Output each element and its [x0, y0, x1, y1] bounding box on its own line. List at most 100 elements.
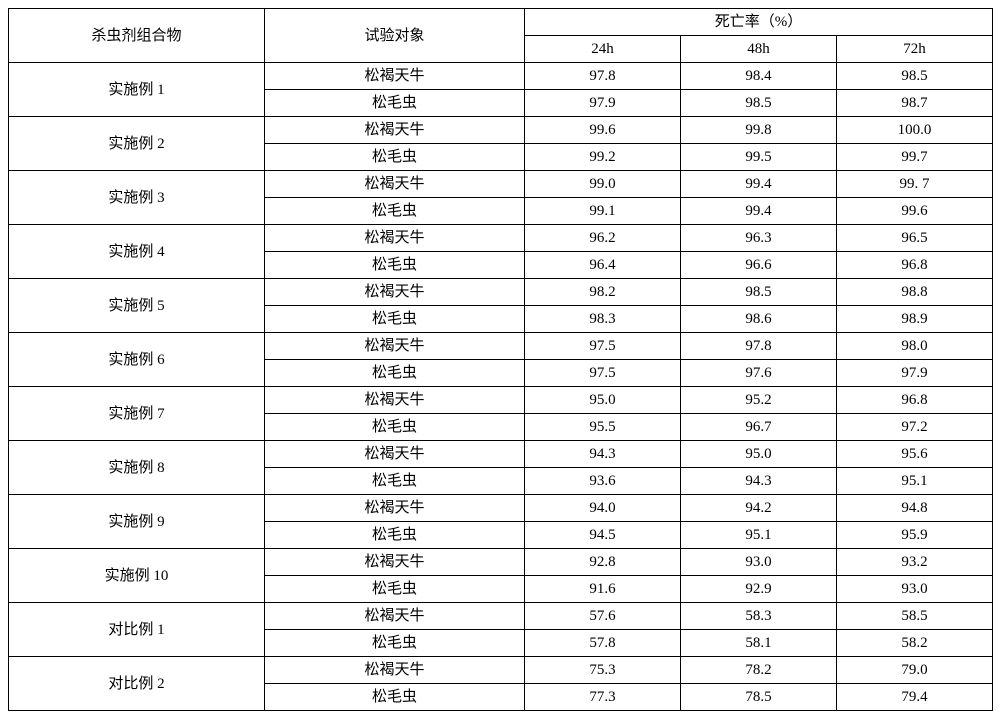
value-cell: 100.0 [837, 117, 993, 144]
value-cell: 96.4 [525, 252, 681, 279]
value-cell: 58.3 [681, 603, 837, 630]
value-cell: 97.5 [525, 360, 681, 387]
composition-cell: 实施例 1 [9, 63, 265, 117]
value-cell: 94.3 [525, 441, 681, 468]
table-row: 实施例 10松褐天牛92.893.093.2 [9, 549, 993, 576]
subject-cell: 松毛虫 [265, 360, 525, 387]
value-cell: 99.7 [837, 144, 993, 171]
value-cell: 91.6 [525, 576, 681, 603]
value-cell: 96.6 [681, 252, 837, 279]
value-cell: 77.3 [525, 684, 681, 711]
composition-cell: 实施例 8 [9, 441, 265, 495]
value-cell: 99.6 [837, 198, 993, 225]
value-cell: 99.8 [681, 117, 837, 144]
value-cell: 94.3 [681, 468, 837, 495]
subject-cell: 松褐天牛 [265, 63, 525, 90]
value-cell: 78.5 [681, 684, 837, 711]
table-row: 实施例 2松褐天牛99.699.8100.0 [9, 117, 993, 144]
value-cell: 98.5 [681, 90, 837, 117]
value-cell: 95.1 [681, 522, 837, 549]
table-row: 实施例 8松褐天牛94.395.095.6 [9, 441, 993, 468]
table-body: 实施例 1松褐天牛97.898.498.5松毛虫97.998.598.7实施例 … [9, 63, 993, 711]
value-cell: 99. 7 [837, 171, 993, 198]
value-cell: 95.1 [837, 468, 993, 495]
table-row: 实施例 5松褐天牛98.298.598.8 [9, 279, 993, 306]
table-row: 实施例 9松褐天牛94.094.294.8 [9, 495, 993, 522]
col-header-24h: 24h [525, 36, 681, 63]
value-cell: 99.5 [681, 144, 837, 171]
value-cell: 96.2 [525, 225, 681, 252]
subject-cell: 松褐天牛 [265, 657, 525, 684]
subject-cell: 松毛虫 [265, 522, 525, 549]
subject-cell: 松褐天牛 [265, 549, 525, 576]
value-cell: 95.5 [525, 414, 681, 441]
value-cell: 98.6 [681, 306, 837, 333]
value-cell: 99.2 [525, 144, 681, 171]
value-cell: 95.0 [681, 441, 837, 468]
value-cell: 94.8 [837, 495, 993, 522]
subject-cell: 松褐天牛 [265, 225, 525, 252]
value-cell: 58.1 [681, 630, 837, 657]
value-cell: 92.8 [525, 549, 681, 576]
value-cell: 96.8 [837, 387, 993, 414]
composition-cell: 实施例 2 [9, 117, 265, 171]
composition-cell: 实施例 10 [9, 549, 265, 603]
value-cell: 93.0 [837, 576, 993, 603]
subject-cell: 松毛虫 [265, 576, 525, 603]
value-cell: 98.0 [837, 333, 993, 360]
subject-cell: 松褐天牛 [265, 117, 525, 144]
subject-cell: 松褐天牛 [265, 441, 525, 468]
subject-cell: 松毛虫 [265, 684, 525, 711]
value-cell: 97.9 [525, 90, 681, 117]
value-cell: 96.5 [837, 225, 993, 252]
value-cell: 98.3 [525, 306, 681, 333]
composition-cell: 对比例 1 [9, 603, 265, 657]
value-cell: 75.3 [525, 657, 681, 684]
value-cell: 98.5 [681, 279, 837, 306]
value-cell: 97.9 [837, 360, 993, 387]
col-header-subject: 试验对象 [265, 9, 525, 63]
col-header-composition: 杀虫剂组合物 [9, 9, 265, 63]
value-cell: 99.1 [525, 198, 681, 225]
value-cell: 93.6 [525, 468, 681, 495]
value-cell: 98.5 [837, 63, 993, 90]
value-cell: 78.2 [681, 657, 837, 684]
table-row: 实施例 6松褐天牛97.597.898.0 [9, 333, 993, 360]
value-cell: 98.7 [837, 90, 993, 117]
subject-cell: 松毛虫 [265, 468, 525, 495]
value-cell: 92.9 [681, 576, 837, 603]
table-row: 对比例 2松褐天牛75.378.279.0 [9, 657, 993, 684]
subject-cell: 松褐天牛 [265, 495, 525, 522]
subject-cell: 松褐天牛 [265, 279, 525, 306]
value-cell: 58.5 [837, 603, 993, 630]
value-cell: 96.8 [837, 252, 993, 279]
subject-cell: 松毛虫 [265, 198, 525, 225]
value-cell: 97.6 [681, 360, 837, 387]
value-cell: 98.9 [837, 306, 993, 333]
value-cell: 58.2 [837, 630, 993, 657]
table-head: 杀虫剂组合物 试验对象 死亡率（%） 24h 48h 72h [9, 9, 993, 63]
value-cell: 96.3 [681, 225, 837, 252]
value-cell: 97.2 [837, 414, 993, 441]
value-cell: 99.6 [525, 117, 681, 144]
value-cell: 94.0 [525, 495, 681, 522]
subject-cell: 松褐天牛 [265, 333, 525, 360]
subject-cell: 松褐天牛 [265, 171, 525, 198]
value-cell: 94.2 [681, 495, 837, 522]
table-row: 对比例 1松褐天牛57.658.358.5 [9, 603, 993, 630]
value-cell: 95.2 [681, 387, 837, 414]
composition-cell: 实施例 3 [9, 171, 265, 225]
value-cell: 99.0 [525, 171, 681, 198]
composition-cell: 实施例 6 [9, 333, 265, 387]
composition-cell: 实施例 5 [9, 279, 265, 333]
subject-cell: 松毛虫 [265, 306, 525, 333]
value-cell: 95.9 [837, 522, 993, 549]
mortality-table: 杀虫剂组合物 试验对象 死亡率（%） 24h 48h 72h 实施例 1松褐天牛… [8, 8, 993, 711]
value-cell: 96.7 [681, 414, 837, 441]
composition-cell: 实施例 7 [9, 387, 265, 441]
value-cell: 94.5 [525, 522, 681, 549]
composition-cell: 实施例 4 [9, 225, 265, 279]
col-header-mortality: 死亡率（%） [525, 9, 993, 36]
composition-cell: 实施例 9 [9, 495, 265, 549]
subject-cell: 松褐天牛 [265, 387, 525, 414]
